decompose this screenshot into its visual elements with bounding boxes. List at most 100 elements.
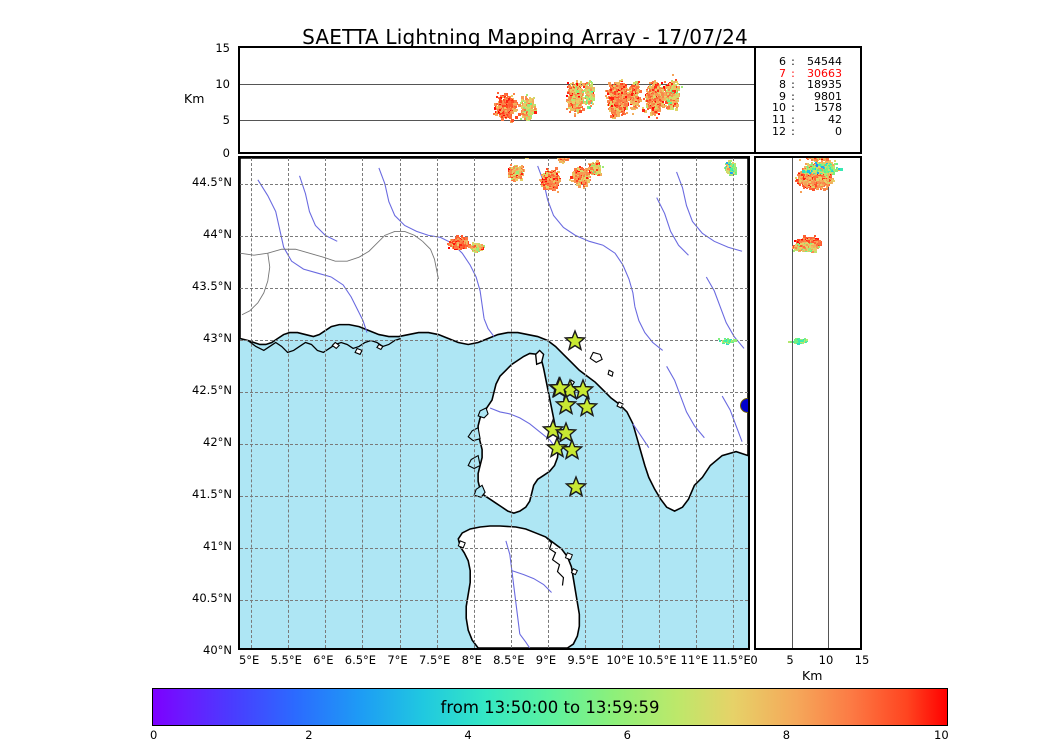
station-marker	[571, 377, 595, 401]
graticule-meridian	[288, 158, 290, 648]
graticule-parallel	[240, 548, 748, 549]
station-count-value: 18935	[800, 79, 842, 91]
right-panel-axis-label: Km	[802, 668, 822, 683]
station-count-separator: :	[786, 56, 800, 68]
graticule-meridian	[659, 158, 661, 648]
station-count-key: 9	[764, 91, 786, 103]
station-marker	[548, 375, 572, 399]
graticule-meridian	[473, 158, 475, 648]
station-marker	[545, 436, 569, 459]
station-count-key: 7	[764, 67, 786, 80]
colorbar: from 13:50:00 to 13:59:59 0 2 4 6 8 10	[150, 688, 949, 742]
colorbar-tick: 6	[624, 728, 631, 742]
station-count-separator: :	[786, 114, 800, 126]
right-panel-tick: 10	[806, 653, 846, 667]
graticule-meridian	[622, 158, 624, 648]
station-marker	[560, 438, 584, 461]
station-count-value: 30663	[800, 67, 842, 80]
colorbar-tick: 2	[305, 728, 312, 742]
longitude-tick: 8.5°E	[481, 653, 537, 667]
station-count-key: 8	[764, 79, 786, 91]
right-panel-scatter	[756, 158, 860, 648]
colorbar-tick: 0	[150, 728, 157, 742]
station-marker	[554, 420, 578, 444]
station-count-key: 6	[764, 56, 786, 68]
station-count-row: 11:42	[764, 114, 842, 126]
longitude-tick: 8°E	[444, 653, 500, 667]
graticule-parallel	[240, 184, 748, 185]
latitude-tick: 42.5°N	[170, 383, 232, 397]
station-count-separator: :	[786, 102, 800, 114]
station-count-value: 1578	[800, 102, 842, 114]
longitude-tick: 6.5°E	[332, 653, 388, 667]
graticule-meridian	[325, 158, 327, 648]
latitude-tick: 43°N	[170, 331, 232, 345]
station-marker	[563, 329, 587, 352]
longitude-tick: 11.5°E	[703, 653, 759, 667]
colorbar-gradient	[152, 688, 948, 726]
station-count-key: 11	[764, 114, 786, 126]
station-marker	[541, 418, 565, 441]
graticule-meridian	[733, 158, 735, 648]
station-count-value: 54544	[800, 56, 842, 68]
longitude-tick: 11°E	[666, 653, 722, 667]
station-count-key: 10	[764, 102, 786, 114]
colorbar-time-label: from 13:50:00 to 13:59:59	[152, 688, 948, 726]
graticule-parallel	[240, 392, 748, 393]
latitude-tick: 44°N	[170, 227, 232, 241]
longitude-tick: 5.5°E	[258, 653, 314, 667]
top-panel-axis-label: Km	[184, 91, 204, 106]
page-title: SAETTA Lightning Mapping Array - 17/07/2…	[0, 25, 1050, 49]
latitude-tick: 44.5°N	[170, 175, 232, 189]
longitude-tick: 9°E	[518, 653, 574, 667]
top-ytick-15: 15	[196, 41, 230, 55]
graticule-meridian	[547, 158, 549, 648]
graticule-meridian	[251, 158, 253, 648]
station-count-separator: :	[786, 125, 800, 138]
right-panel-tick: 5	[770, 653, 810, 667]
longitude-tick: 7°E	[370, 653, 426, 667]
map-panel	[238, 156, 750, 650]
station-count-separator: :	[786, 67, 800, 80]
graticule-meridian	[510, 158, 512, 648]
station-count-separator: :	[786, 79, 800, 91]
latitude-tick: 43.5°N	[170, 279, 232, 293]
top-ytick-5: 5	[196, 113, 230, 127]
longitude-tick: 6°E	[295, 653, 351, 667]
station-marker	[564, 474, 588, 498]
graticule-meridian	[696, 158, 698, 648]
station-marker	[554, 393, 578, 416]
graticule-parallel	[240, 444, 748, 445]
graticule-parallel	[240, 496, 748, 497]
graticule-parallel	[240, 340, 748, 341]
longitude-tick: 10.5°E	[629, 653, 685, 667]
longitude-tick: 10°E	[592, 653, 648, 667]
map-scatter	[240, 158, 748, 648]
latitude-tick: 42°N	[170, 435, 232, 449]
latitude-tick: 40°N	[170, 643, 232, 657]
latitude-tick: 41.5°N	[170, 487, 232, 501]
station-count-list: 6:54544 7:30663 8:18935 9:9801 10:1578 11:42 1…	[764, 56, 842, 137]
station-count-row: 9:9801	[764, 91, 842, 103]
graticule-meridian	[399, 158, 401, 648]
station-count-row: 12:0	[764, 125, 842, 138]
graticule-meridian	[436, 158, 438, 648]
station-count-row: 8:18935	[764, 79, 842, 91]
station-markers	[240, 158, 748, 648]
right-panel-tick: 15	[842, 653, 882, 667]
right-panel-tick: 0	[734, 653, 774, 667]
longitude-tick: 7.5°E	[407, 653, 463, 667]
longitude-tick: 5°E	[221, 653, 277, 667]
blue-dot-marker	[740, 398, 748, 413]
station-count-row: 7:30663	[764, 67, 842, 80]
station-count-separator: :	[786, 91, 800, 103]
colorbar-tick: 4	[464, 728, 471, 742]
top-ytick-0: 0	[196, 146, 230, 160]
latitude-tick: 41°N	[170, 539, 232, 553]
station-count-value: 9801	[800, 91, 842, 103]
latitude-tick: 40.5°N	[170, 591, 232, 605]
station-count-row: 6:54544	[764, 56, 842, 68]
station-count-row: 10:1578	[764, 102, 842, 114]
longitude-tick: 9.5°E	[555, 653, 611, 667]
